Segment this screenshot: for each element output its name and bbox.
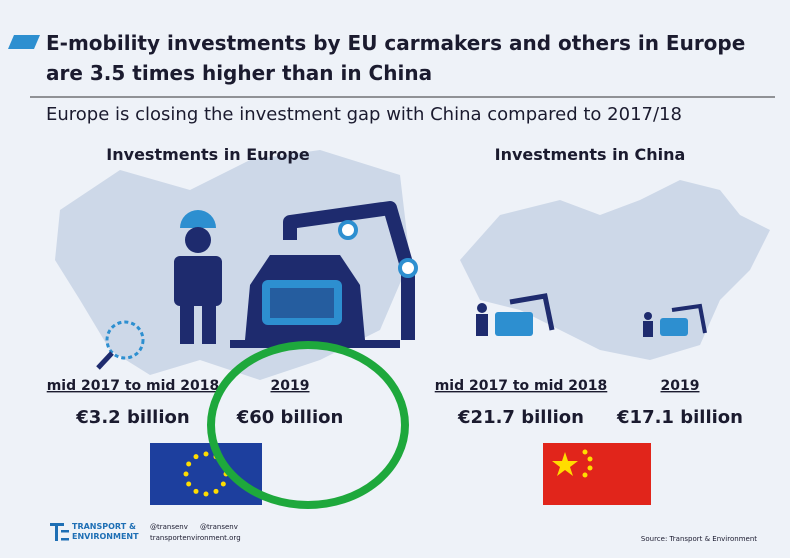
china-flag bbox=[543, 443, 651, 505]
source: Source: Transport & Environment bbox=[641, 535, 757, 543]
website: transportenvironment.org bbox=[150, 534, 241, 542]
flag-star bbox=[203, 451, 209, 457]
flag-star bbox=[186, 481, 192, 487]
panel-heading: Investments in Europe bbox=[106, 145, 310, 164]
flag-star bbox=[193, 488, 199, 494]
amount: €21.7 billion bbox=[457, 407, 584, 428]
period-label: 2019 bbox=[661, 378, 700, 394]
worker-icon bbox=[174, 210, 222, 344]
flag-star bbox=[183, 471, 189, 477]
robot-arm bbox=[283, 201, 418, 340]
org-name: ENVIRONMENT bbox=[72, 532, 139, 541]
flag-star bbox=[203, 491, 209, 497]
subtitle: Europe is closing the investment gap wit… bbox=[46, 104, 682, 125]
twitter-handle: @transenv bbox=[150, 523, 188, 531]
facebook-handle: @transenv bbox=[200, 523, 238, 531]
panel-heading: Investments in China bbox=[495, 145, 686, 164]
china-map bbox=[460, 180, 770, 360]
title-accent bbox=[8, 35, 40, 49]
highlight-ellipse bbox=[207, 341, 409, 509]
flag-star bbox=[213, 488, 219, 494]
amount: €3.2 billion bbox=[75, 407, 189, 428]
period-label: 2019 bbox=[271, 378, 310, 394]
eu-flag bbox=[150, 443, 262, 505]
amount: €60 billion bbox=[236, 407, 344, 428]
period-label: mid 2017 to mid 2018 bbox=[47, 378, 220, 394]
title-line: are 3.5 times higher than in China bbox=[46, 61, 432, 85]
small-factory-icon bbox=[476, 293, 707, 337]
title-line: E-mobility investments by EU carmakers a… bbox=[46, 31, 745, 55]
magnifier-icon bbox=[96, 320, 145, 370]
period-label: mid 2017 to mid 2018 bbox=[435, 378, 608, 394]
flag-star bbox=[193, 454, 199, 460]
flag-star bbox=[186, 461, 192, 467]
flag-star bbox=[220, 481, 226, 487]
logo-mark bbox=[50, 523, 69, 541]
motor-car-icon bbox=[230, 255, 400, 348]
org-name: TRANSPORT & bbox=[72, 522, 136, 531]
amount: €17.1 billion bbox=[616, 407, 743, 428]
